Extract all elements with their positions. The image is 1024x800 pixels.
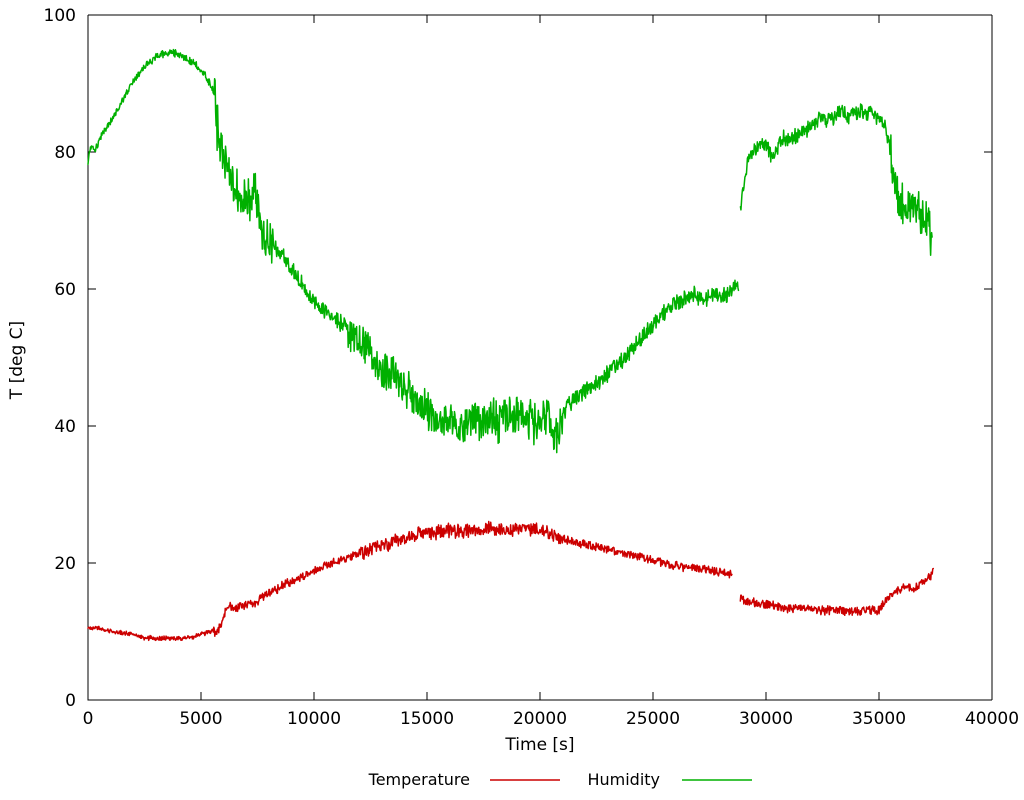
- x-tick-label: 35000: [852, 709, 906, 729]
- series-line-temperature: [87, 520, 934, 642]
- y-tick-label: 20: [54, 554, 76, 574]
- x-tick-label: 0: [83, 709, 94, 729]
- data-series-group: [87, 48, 934, 642]
- y-tick-label: 40: [54, 417, 76, 437]
- y-tick-label: 100: [44, 6, 76, 26]
- y-axis-tick-marks: [88, 14, 992, 701]
- x-tick-label: 30000: [739, 709, 793, 729]
- x-tick-label: 10000: [287, 709, 341, 729]
- x-axis-tick-labels: 0 5000 10000 15000 20000 25000 30000 35000 40000: [83, 709, 1019, 729]
- y-tick-label: 0: [65, 691, 76, 711]
- x-tick-label: 40000: [965, 709, 1019, 729]
- x-tick-label: 20000: [513, 709, 567, 729]
- y-tick-label: 60: [54, 280, 76, 300]
- x-tick-label: 15000: [400, 709, 454, 729]
- x-tick-label: 5000: [179, 709, 222, 729]
- y-axis-tick-labels: 0 20 40 60 80 100: [44, 6, 76, 711]
- legend-label-temperature: Temperature: [368, 770, 470, 789]
- x-tick-label: 25000: [626, 709, 680, 729]
- series-line-humidity: [87, 48, 933, 454]
- x-axis-title: Time [s]: [504, 735, 574, 755]
- y-axis-title: T [deg C]: [7, 321, 27, 400]
- chart-legend: Temperature Humidity: [368, 770, 752, 789]
- legend-label-humidity: Humidity: [587, 770, 660, 789]
- y-tick-label: 80: [54, 143, 76, 163]
- x-axis-tick-marks: [87, 15, 993, 700]
